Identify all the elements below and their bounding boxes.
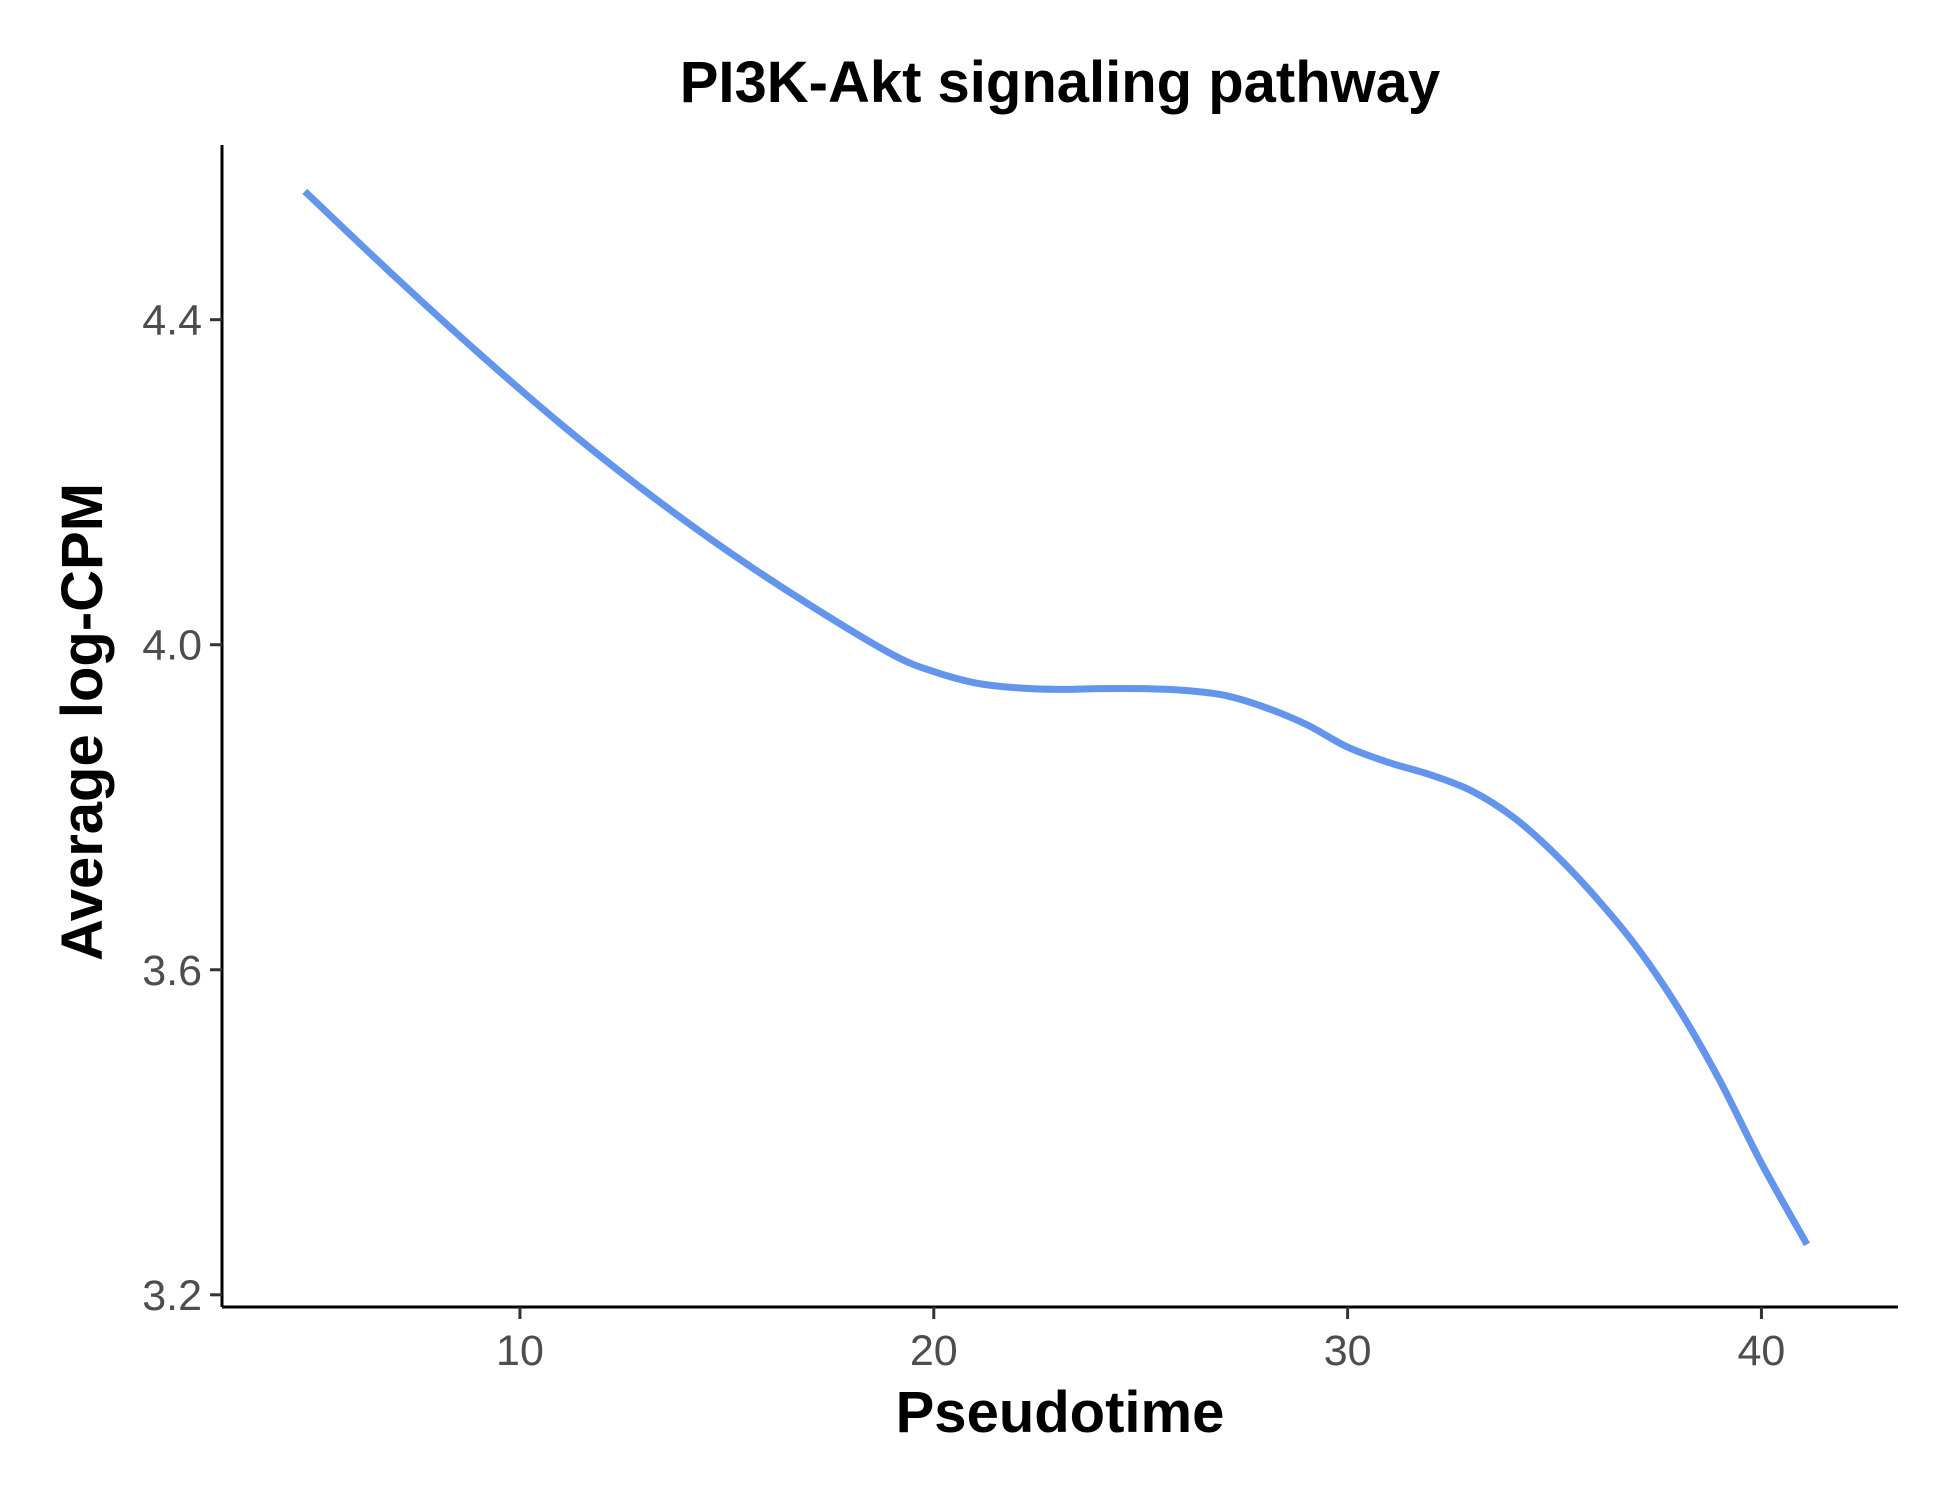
series-line — [302, 188, 1811, 1247]
y-tick-label: 3.6 — [142, 947, 202, 995]
x-tick-label: 20 — [910, 1327, 958, 1375]
x-tick-label: 10 — [496, 1327, 544, 1375]
series-layer — [302, 188, 1811, 1247]
axes — [220, 145, 1898, 1309]
y-axis-title: Average log-CPM — [50, 483, 115, 961]
chart-title: PI3K-Akt signaling pathway — [680, 50, 1441, 115]
x-axis-ticks: 10 20 30 40 — [496, 1307, 1785, 1375]
x-tick-label: 40 — [1738, 1327, 1786, 1375]
y-axis-ticks: 3.2 3.6 4.0 4.4 — [142, 297, 222, 1320]
x-tick-label: 30 — [1324, 1327, 1372, 1375]
y-tick-label: 4.4 — [142, 297, 202, 345]
y-tick-label: 4.0 — [142, 622, 202, 670]
x-axis-title: Pseudotime — [896, 1380, 1225, 1445]
y-tick-label: 3.2 — [142, 1272, 202, 1320]
